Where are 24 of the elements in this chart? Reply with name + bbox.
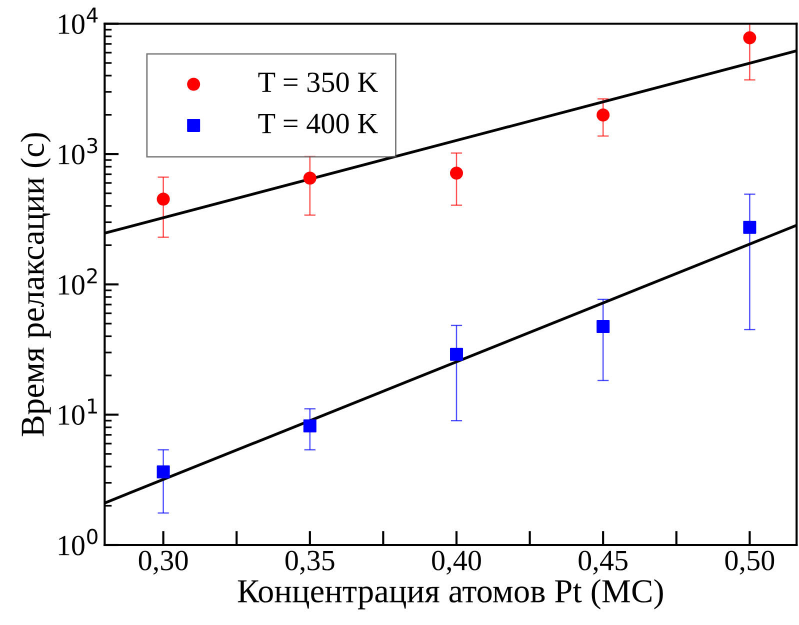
point [450, 166, 464, 180]
y-tick-label: 10$^{0}$ [58, 528, 98, 556]
legend-label: T = 350 K [258, 72, 378, 92]
point [450, 348, 464, 361]
y-tick-label: 10$^{2}$ [58, 268, 97, 295]
x-tick-label: 0,45 [578, 550, 628, 575]
point [303, 172, 316, 185]
point [743, 31, 756, 44]
point [596, 320, 610, 334]
y-tick-label: 10$^{4}$ [58, 8, 98, 34]
legend-label: T = 400 K [258, 114, 378, 134]
point [596, 108, 610, 122]
point [303, 419, 316, 432]
y-tick-label: 10$^{3}$ [58, 138, 98, 164]
x-axis-title: Концентрация атомов Pt (МС) [238, 579, 663, 610]
x-tick-label: 0,50 [725, 550, 774, 575]
point [743, 220, 756, 234]
point [156, 192, 170, 206]
x-tick-label: 0,35 [285, 550, 334, 575]
point [156, 465, 170, 478]
y-tick-label: 10$^{1}$ [58, 398, 97, 425]
x-tick-label: 0,30 [138, 550, 188, 575]
y-axis-title: Время релаксации (с) [20, 133, 51, 436]
x-tick-label: 0,40 [432, 550, 481, 575]
